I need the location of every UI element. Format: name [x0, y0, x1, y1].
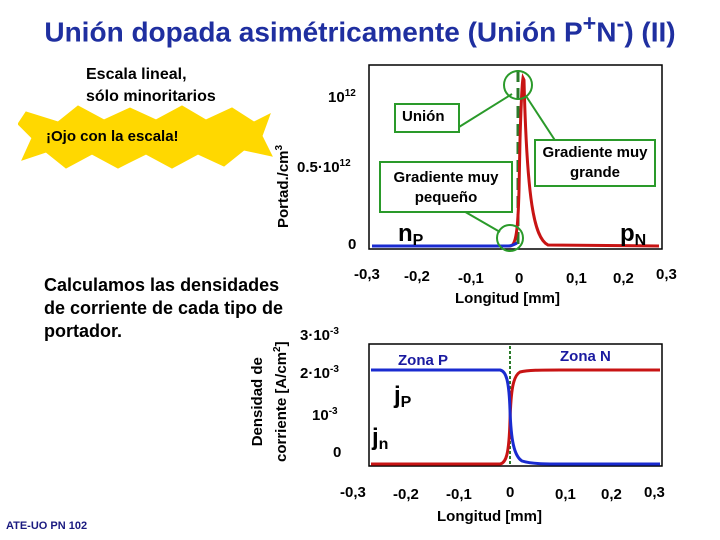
calc-line2: de corriente de cada tipo de — [44, 298, 284, 318]
label-jn: jn — [372, 424, 389, 453]
callout-large-gradient: Gradiente muy grande — [540, 143, 650, 183]
bottom-ylabel: Densidad de corriente [A/cm2] — [248, 341, 292, 462]
electron-curve-top — [372, 241, 518, 248]
calc-line3: portador. — [44, 321, 123, 341]
bottom-ylabel-line2: corriente [A/cm2] — [272, 341, 290, 462]
slide-title: Unión dopada asimétricamente (Unión P+N-… — [44, 10, 676, 48]
bottom-xlabel: Longitud [mm] — [437, 508, 542, 525]
bottom-plot-frame — [368, 343, 663, 467]
bottom-xtick: 0,2 — [601, 486, 622, 503]
bottom-ytick-3e-3: 3·10-3 — [300, 326, 339, 344]
zone-p-label: Zona P — [398, 352, 449, 369]
top-xtick: 0,1 — [566, 270, 587, 287]
bottom-ytick-2e-3: 2·10-3 — [300, 364, 339, 382]
top-xtick: -0,3 — [354, 266, 380, 283]
top-xtick: 0,2 — [613, 270, 634, 287]
label-nP: nP — [398, 220, 424, 249]
bottom-xtick: -0,3 — [340, 484, 366, 501]
bottom-ylabel-line1: Densidad de — [249, 357, 266, 447]
circle-large-gradient — [503, 70, 533, 100]
footer-label: ATE-UO PN 102 — [6, 520, 88, 532]
top-ytick-1e12: 1012 — [328, 88, 356, 106]
top-ytick-0: 0 — [348, 236, 357, 253]
bottom-xtick: 0,1 — [555, 486, 576, 503]
bottom-ytick-0: 0 — [333, 444, 342, 461]
circle-small-gradient — [496, 224, 524, 252]
bottom-ytick-1e-3: 10-3 — [312, 406, 338, 424]
scale-note-line1: Escala lineal, — [86, 66, 187, 83]
warning-text: ¡Ojo con la escala! — [46, 128, 179, 145]
top-xtick: 0 — [515, 270, 524, 287]
scale-note-line2: sólo minoritarios — [86, 88, 216, 105]
bottom-xtick: 0,3 — [644, 484, 665, 501]
bottom-xtick: -0,2 — [393, 486, 419, 503]
top-xtick: -0,2 — [404, 268, 430, 285]
top-xtick: 0,3 — [656, 266, 677, 283]
scale-note: Escala lineal, sólo minoritarios — [86, 64, 216, 108]
calc-line1: Calculamos las densidades — [44, 275, 280, 295]
top-ytick-half: 0.5·1012 — [297, 158, 351, 176]
bottom-xtick: 0 — [506, 484, 515, 501]
electron-current — [371, 368, 660, 466]
zone-n-label: Zona N — [560, 348, 611, 365]
top-xlabel: Longitud [mm] — [455, 290, 560, 307]
callout-small-gradient: Gradiente muy pequeño — [384, 168, 508, 208]
warning-starburst-icon — [18, 105, 273, 169]
label-pN: pN — [620, 220, 647, 249]
calc-text: Calculamos las densidades de corriente d… — [44, 274, 283, 343]
callout-union: Unión — [402, 108, 445, 125]
hole-current — [371, 368, 660, 466]
bottom-xtick: -0,1 — [446, 486, 472, 503]
label-jp: jP — [394, 382, 412, 411]
top-xtick: -0,1 — [458, 270, 484, 287]
